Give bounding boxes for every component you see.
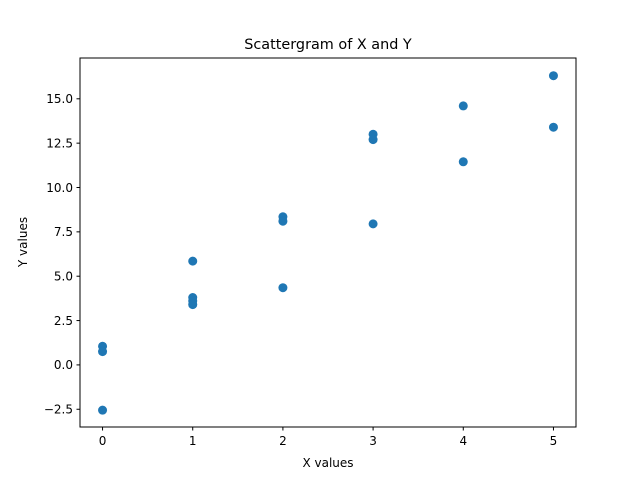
data-point bbox=[188, 300, 198, 310]
axis-ticks: 0 1 2 3 4 5 −2.5 0.0 2.5 5.0 7.5 10.0 12.5 15.0 bbox=[44, 92, 557, 448]
x-tick-label: 2 bbox=[279, 434, 287, 448]
y-tick-label: −2.5 bbox=[44, 403, 73, 417]
x-tick-label: 1 bbox=[189, 434, 197, 448]
data-point bbox=[548, 122, 558, 132]
data-point bbox=[368, 219, 378, 229]
data-point bbox=[458, 157, 468, 167]
data-point bbox=[458, 101, 468, 111]
x-tick-label: 4 bbox=[459, 434, 467, 448]
data-points bbox=[98, 71, 558, 415]
x-tick-label: 5 bbox=[550, 434, 558, 448]
plot-frame bbox=[79, 57, 577, 428]
data-point bbox=[278, 216, 288, 226]
x-tick-label: 3 bbox=[369, 434, 377, 448]
chart-title: Scattergram of X and Y bbox=[244, 37, 412, 53]
y-tick-label: 0.0 bbox=[54, 358, 73, 372]
data-point bbox=[188, 256, 198, 266]
y-tick-label: 10.0 bbox=[46, 181, 73, 195]
y-tick-label: 7.5 bbox=[54, 225, 73, 239]
y-tick-label: 2.5 bbox=[54, 314, 73, 328]
data-point bbox=[368, 135, 378, 145]
y-tick-label: 12.5 bbox=[46, 136, 73, 150]
data-point bbox=[98, 347, 108, 357]
x-tick-label: 0 bbox=[99, 434, 107, 448]
y-axis-label: Y values bbox=[16, 217, 30, 268]
data-point bbox=[278, 283, 288, 293]
y-tick-label: 5.0 bbox=[54, 270, 73, 284]
x-axis-label: X values bbox=[302, 456, 353, 470]
y-tick-label: 15.0 bbox=[46, 92, 73, 106]
data-point bbox=[98, 405, 108, 415]
data-point bbox=[548, 71, 558, 81]
